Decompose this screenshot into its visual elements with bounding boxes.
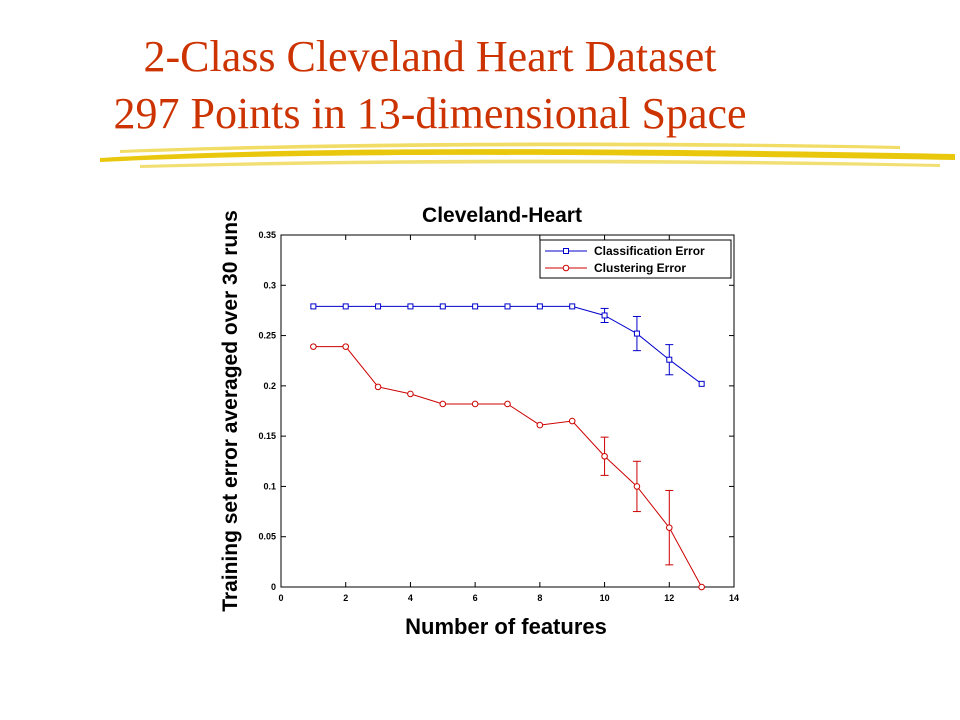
data-point bbox=[568, 417, 576, 425]
x-tick-label: 12 bbox=[664, 593, 674, 603]
slide-title-line-2: 297 Points in 13-dimensional Space bbox=[113, 89, 747, 138]
x-tick-label: 0 bbox=[278, 593, 283, 603]
data-point bbox=[407, 390, 414, 398]
y-tick-label: 0.1 bbox=[263, 481, 276, 491]
chart-title: Cleveland-Heart bbox=[422, 204, 582, 227]
slide-title-line-1: 2-Class Cleveland Heart Dataset bbox=[143, 32, 717, 81]
data-point bbox=[666, 356, 673, 363]
data-point bbox=[471, 400, 479, 408]
data-point bbox=[536, 421, 544, 429]
legend-label: Classification Error bbox=[594, 244, 705, 258]
data-point bbox=[698, 380, 705, 387]
data-point bbox=[439, 303, 446, 310]
legend: Classification Error Clustering Error bbox=[539, 239, 732, 279]
data-point bbox=[472, 303, 479, 310]
x-tick-label: 10 bbox=[600, 593, 610, 603]
x-tick-label: 4 bbox=[408, 593, 413, 603]
legend-label: Clustering Error bbox=[594, 261, 686, 275]
series-line bbox=[313, 305, 702, 385]
x-tick-label: 14 bbox=[729, 593, 739, 603]
data-point bbox=[665, 524, 673, 531]
legend-marker bbox=[563, 248, 569, 254]
data-point bbox=[601, 452, 608, 460]
data-point bbox=[310, 343, 317, 350]
legend-box bbox=[539, 239, 732, 279]
data-point bbox=[342, 343, 350, 350]
x-tick-label: 8 bbox=[537, 593, 542, 603]
y-tick-label: 0.15 bbox=[258, 431, 276, 441]
series-1 bbox=[310, 343, 705, 591]
data-point bbox=[504, 303, 511, 310]
data-point bbox=[374, 383, 382, 391]
data-point bbox=[504, 400, 511, 408]
x-tick-label: 6 bbox=[473, 593, 478, 603]
plot-frame bbox=[280, 234, 735, 588]
series-line bbox=[313, 346, 703, 588]
data-point bbox=[310, 303, 317, 310]
data-point bbox=[407, 303, 414, 310]
x-tick-label: 2 bbox=[343, 593, 348, 603]
y-tick-label: 0.35 bbox=[258, 230, 276, 240]
plot-area: 0 2 4 6 8 10 12 14 0 0.05 0.1 0.15 0.2 0.25 0.3 0.35 Cla… bbox=[258, 230, 739, 603]
title-underline-brushstroke bbox=[100, 142, 955, 168]
series-0 bbox=[310, 303, 705, 387]
data-point bbox=[698, 583, 705, 591]
legend-marker bbox=[562, 264, 570, 272]
y-tick-label: 0.2 bbox=[263, 381, 276, 391]
data-point bbox=[633, 483, 641, 490]
underline-stroke-lower bbox=[140, 159, 940, 168]
data-point bbox=[439, 400, 447, 408]
y-axis-label: Training set error averaged over 30 runs bbox=[219, 210, 242, 612]
data-point bbox=[601, 312, 608, 319]
y-tick-label: 0.05 bbox=[258, 532, 276, 542]
underline-stroke-main bbox=[100, 149, 955, 162]
y-tick-label: 0 bbox=[271, 582, 276, 592]
y-tick-label: 0.25 bbox=[258, 331, 276, 341]
data-point bbox=[536, 303, 543, 310]
data-point bbox=[569, 303, 576, 310]
underline-stroke-upper bbox=[120, 142, 900, 153]
data-point bbox=[342, 303, 349, 310]
data-point bbox=[375, 303, 382, 310]
y-tick-label: 0.3 bbox=[263, 280, 276, 290]
x-axis-label: Number of features bbox=[405, 614, 607, 639]
data-point bbox=[633, 330, 640, 337]
